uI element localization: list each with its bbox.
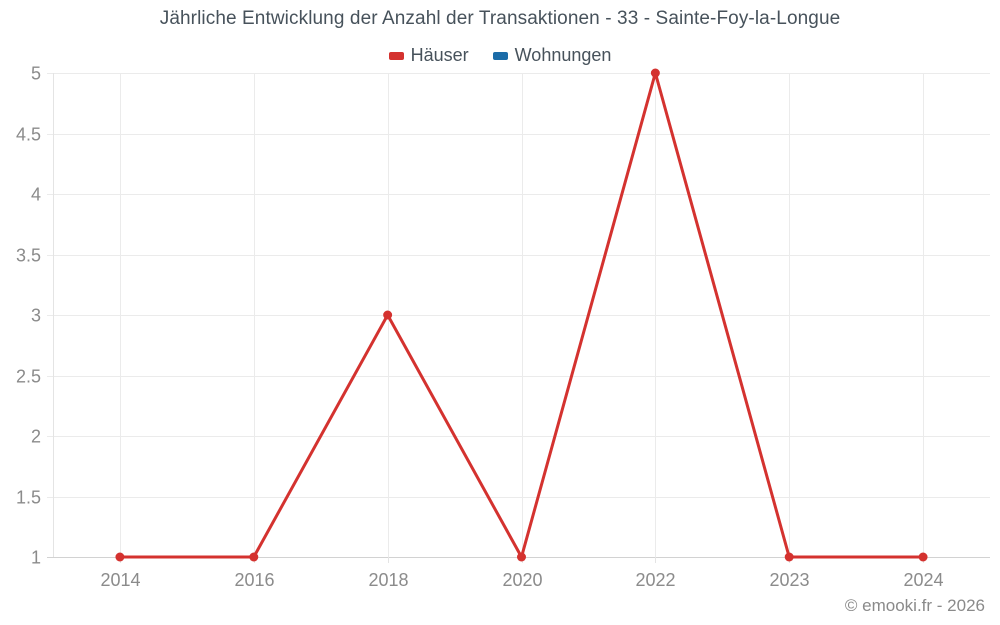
y-tick-label: 2.5 bbox=[16, 367, 41, 387]
data-point-haeuser-2024[interactable] bbox=[918, 552, 928, 562]
y-axis-labels: 1 1.5 2 2.5 3 3.5 4 4.5 5 bbox=[16, 64, 41, 568]
x-tick-label: 2022 bbox=[635, 570, 675, 590]
x-tick-label: 2014 bbox=[100, 570, 140, 590]
legend-swatch-haeuser bbox=[388, 51, 404, 60]
x-tick-label: 2018 bbox=[368, 570, 408, 590]
y-tick-label: 4.5 bbox=[16, 125, 41, 145]
y-tick-label: 1 bbox=[31, 548, 41, 568]
legend: Häuser Wohnungen bbox=[0, 45, 1000, 66]
x-tick-label: 2024 bbox=[903, 570, 943, 590]
gridlines bbox=[47, 73, 990, 557]
watermark: © emooki.fr - 2026 bbox=[844, 596, 985, 615]
data-point-haeuser-2023[interactable] bbox=[784, 552, 794, 562]
chart-title: Jährliche Entwicklung der Anzahl der Tra… bbox=[159, 8, 841, 29]
data-point-haeuser-2016[interactable] bbox=[249, 552, 259, 562]
data-point-haeuser-2020[interactable] bbox=[517, 552, 526, 562]
legend-item-wohnungen[interactable]: Wohnungen bbox=[492, 45, 612, 66]
legend-label: Häuser bbox=[410, 45, 469, 65]
legend-item-haeuser[interactable]: Häuser bbox=[388, 45, 469, 66]
data-point-haeuser-2022[interactable] bbox=[650, 68, 660, 78]
y-tick-label: 4 bbox=[31, 185, 41, 205]
x-tick-label: 2020 bbox=[502, 570, 542, 590]
y-tick-label: 3.5 bbox=[16, 246, 41, 266]
y-tick-label: 3 bbox=[31, 306, 41, 326]
x-tick-label: 2016 bbox=[234, 570, 274, 590]
x-tick-label: 2023 bbox=[769, 570, 809, 590]
x-axis-labels: 2014 2016 2018 2020 2022 2023 2024 bbox=[100, 570, 943, 590]
legend-swatch-wohnungen bbox=[492, 51, 508, 60]
axis-lines bbox=[47, 73, 990, 563]
y-tick-label: 1.5 bbox=[16, 488, 41, 508]
series-haeuser bbox=[115, 68, 928, 562]
legend-label: Wohnungen bbox=[514, 45, 612, 65]
y-tick-label: 5 bbox=[31, 64, 41, 84]
y-tick-label: 2 bbox=[31, 427, 41, 447]
data-point-haeuser-2014[interactable] bbox=[115, 552, 125, 562]
data-point-haeuser-2018[interactable] bbox=[383, 310, 393, 320]
